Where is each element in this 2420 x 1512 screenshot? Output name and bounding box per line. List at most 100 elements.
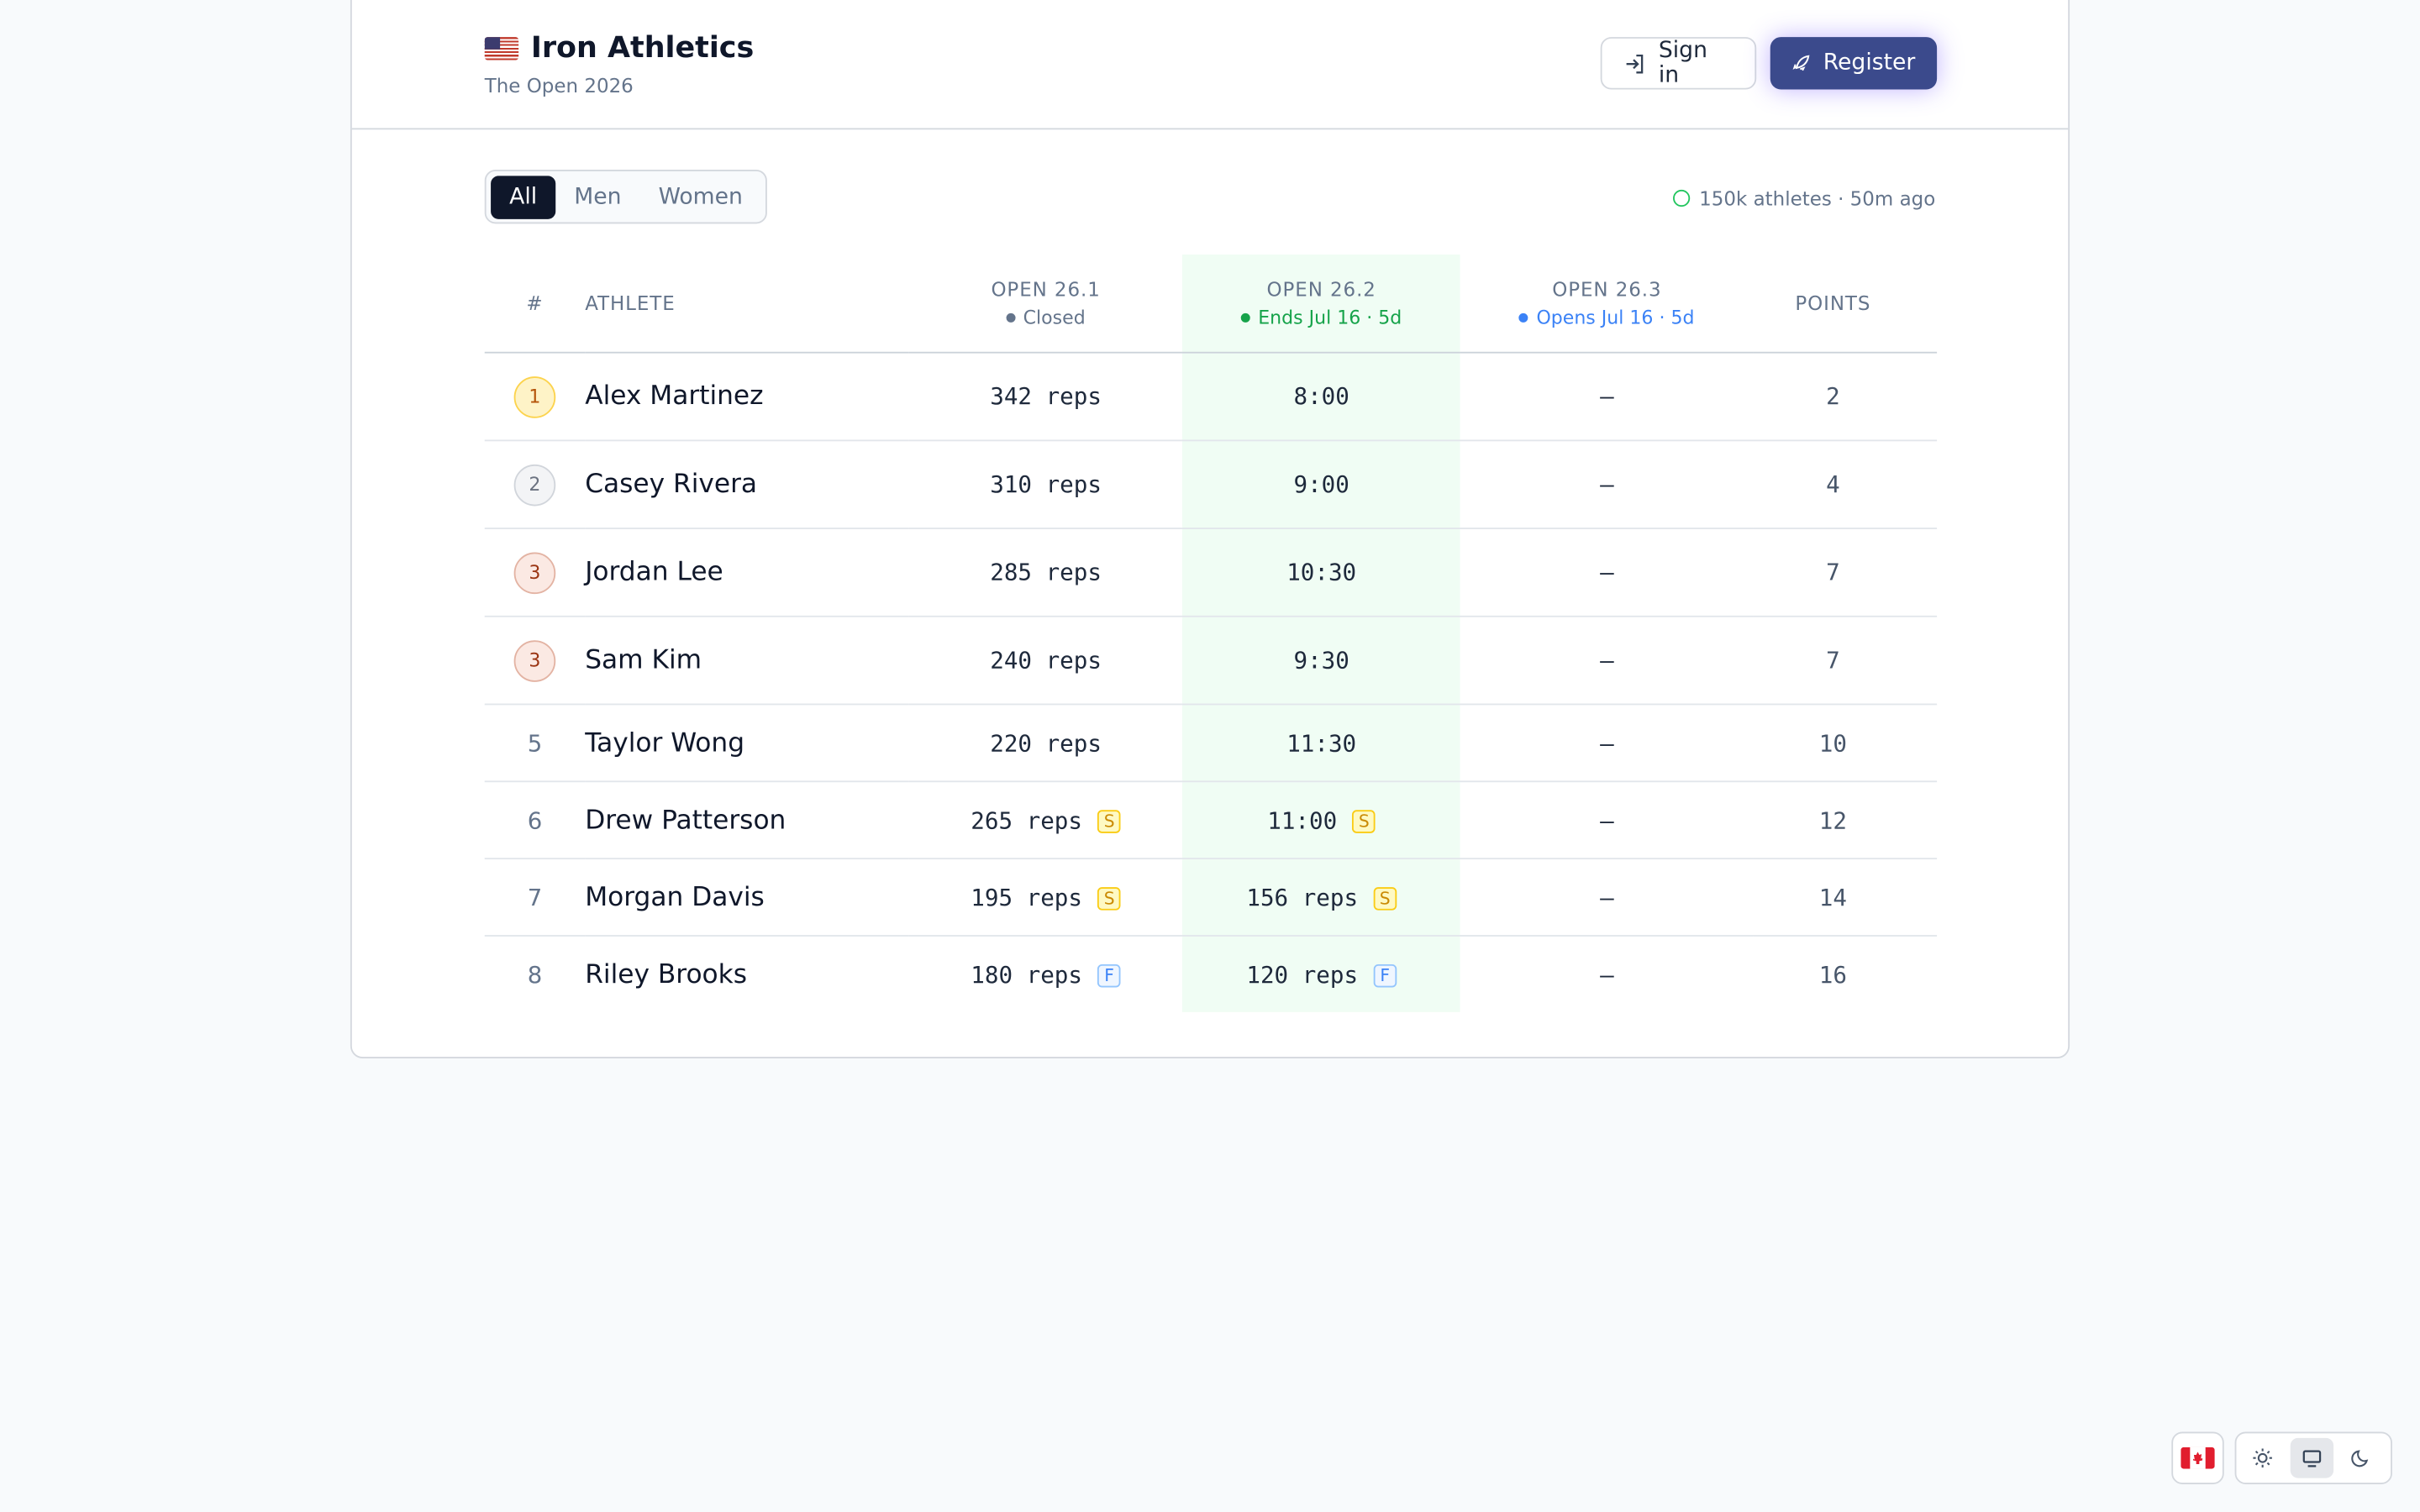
filter-tab[interactable]: All	[491, 175, 556, 218]
rank: 3	[513, 551, 556, 594]
score: –	[1600, 382, 1614, 411]
score: 120 reps	[1246, 960, 1359, 989]
score-cell: –	[1460, 352, 1754, 442]
score: 180 reps	[971, 960, 1082, 989]
column-header: OPEN 26.3 Opens Jul 16 · 5d	[1460, 255, 1754, 354]
score-cell: 120 reps F	[1182, 935, 1460, 1012]
rank-cell: 8	[485, 936, 585, 1012]
score-cell: 156 reps S	[1182, 858, 1460, 937]
column-label: OPEN 26.1	[991, 277, 1101, 302]
status-text: 150k athletes · 50m ago	[1699, 186, 1936, 210]
points: 7	[1826, 558, 1840, 586]
rank-cell: 5	[484, 704, 586, 783]
points-cell: 10	[1754, 704, 1938, 783]
column-header: #	[484, 255, 586, 354]
score-cell: 310 reps	[908, 440, 1183, 530]
score-cell: 285 reps	[908, 528, 1183, 617]
column-status: Opens Jul 16 · 5d	[1460, 307, 1754, 329]
rank-cell: 2	[484, 440, 586, 530]
athlete-cell: Riley Brooks	[585, 936, 908, 1012]
score: 285 reps	[990, 558, 1102, 586]
dark-theme-button[interactable]	[2339, 1438, 2382, 1478]
globe-icon	[1672, 189, 1691, 207]
column-status: Closed	[909, 307, 1183, 329]
score: 220 reps	[990, 728, 1102, 757]
leaderboard-table: # ATHLETE OPEN 26.1 Closed OPEN 26.2 Ends Jul…	[484, 255, 1938, 1012]
us-flag	[484, 36, 519, 60]
score-cell: 220 reps	[908, 704, 1183, 783]
rank: 6	[527, 806, 543, 834]
filter-tab[interactable]: Men	[574, 184, 622, 209]
status: 150k athletes · 50m ago	[1672, 186, 1936, 210]
points-cell: 2	[1754, 352, 1938, 442]
rank: 5	[527, 728, 543, 757]
points-cell: 7	[1754, 616, 1938, 706]
monitor-icon	[2302, 1450, 2322, 1467]
table-head: # ATHLETE OPEN 26.1 Closed OPEN 26.2 Ends Jul…	[484, 255, 1938, 354]
score: –	[1600, 883, 1614, 911]
light-theme-button[interactable]	[2241, 1438, 2284, 1478]
score: –	[1600, 960, 1614, 989]
rank: 2	[513, 463, 556, 506]
division-badge: S	[1373, 886, 1397, 910]
score-cell: –	[1460, 781, 1754, 860]
sign-in-button[interactable]: Sign in	[1600, 37, 1757, 90]
score-cell: 9:00	[1182, 440, 1460, 530]
title-row: Iron Athletics	[484, 31, 754, 65]
athlete-row: 7 Morgan Davis 195 reps S 156 reps S – 14	[484, 858, 1938, 937]
register-button[interactable]: Register	[1770, 37, 1938, 90]
points: 16	[1818, 960, 1847, 989]
points-cell: 7	[1754, 528, 1938, 617]
score: 10:30	[1286, 558, 1357, 586]
athlete-cell: Sam Kim	[585, 616, 909, 706]
sign-in-icon	[1626, 54, 1644, 73]
points: 7	[1826, 646, 1840, 675]
division-badge: S	[1097, 886, 1121, 910]
points: 2	[1826, 382, 1840, 411]
score: 11:00	[1267, 806, 1338, 834]
sun-icon	[2253, 1448, 2272, 1467]
score-cell: 8:00	[1182, 352, 1460, 442]
points-cell: 12	[1754, 781, 1938, 860]
athlete-cell: Alex Martinez	[585, 352, 909, 442]
points: 14	[1818, 883, 1847, 911]
athlete-name: Jordan Lee	[585, 557, 723, 588]
leaderboard-card: Iron Athletics The Open 2026 Sign in Reg…	[350, 0, 2070, 1059]
score-cell: –	[1460, 616, 1754, 706]
points-cell: 14	[1754, 858, 1938, 937]
athlete-row: 2 Casey Rivera 310 reps 9:00 – 4	[484, 440, 1938, 530]
rank-cell: 1	[484, 352, 586, 442]
rank-cell: 6	[484, 781, 586, 860]
score-cell: –	[1460, 704, 1754, 783]
athlete-name: Morgan Davis	[585, 881, 765, 913]
score: –	[1600, 470, 1614, 499]
score-cell: –	[1460, 936, 1754, 1012]
athlete-row: 8 Riley Brooks 180 reps F 120 reps F – 16	[485, 935, 1937, 1012]
score: 195 reps	[971, 883, 1082, 911]
athlete-name: Sam Kim	[585, 644, 702, 676]
system-theme-button[interactable]	[2290, 1437, 2334, 1478]
register-label: Register	[1823, 50, 1916, 76]
athlete-name: Alex Martinez	[585, 381, 764, 412]
score: –	[1600, 806, 1614, 834]
column-label: OPEN 26.3	[1552, 277, 1662, 302]
rank: 7	[527, 883, 543, 911]
locale-button[interactable]	[2171, 1431, 2224, 1484]
athlete-cell: Morgan Davis	[585, 858, 909, 937]
filter-tab[interactable]: Women	[658, 184, 743, 209]
gender-filter: All Men Women	[484, 170, 768, 224]
points-cell: 4	[1754, 440, 1938, 530]
score-cell: –	[1460, 858, 1754, 937]
score: 156 reps	[1246, 883, 1359, 911]
athlete-name: Riley Brooks	[585, 958, 748, 990]
athlete-row: 1 Alex Martinez 342 reps 8:00 – 2	[484, 352, 1938, 442]
score: 9:30	[1293, 646, 1349, 675]
score-cell: 10:30	[1182, 528, 1460, 617]
score-cell: 11:30	[1182, 704, 1460, 783]
canada-flag	[2181, 1446, 2215, 1469]
score: 11:30	[1286, 728, 1357, 757]
rank-cell: 7	[484, 858, 586, 937]
rank-cell: 3	[484, 528, 586, 617]
division-badge: S	[1352, 809, 1376, 832]
header-row: # ATHLETE OPEN 26.1 Closed OPEN 26.2 Ends Jul…	[484, 255, 1938, 354]
